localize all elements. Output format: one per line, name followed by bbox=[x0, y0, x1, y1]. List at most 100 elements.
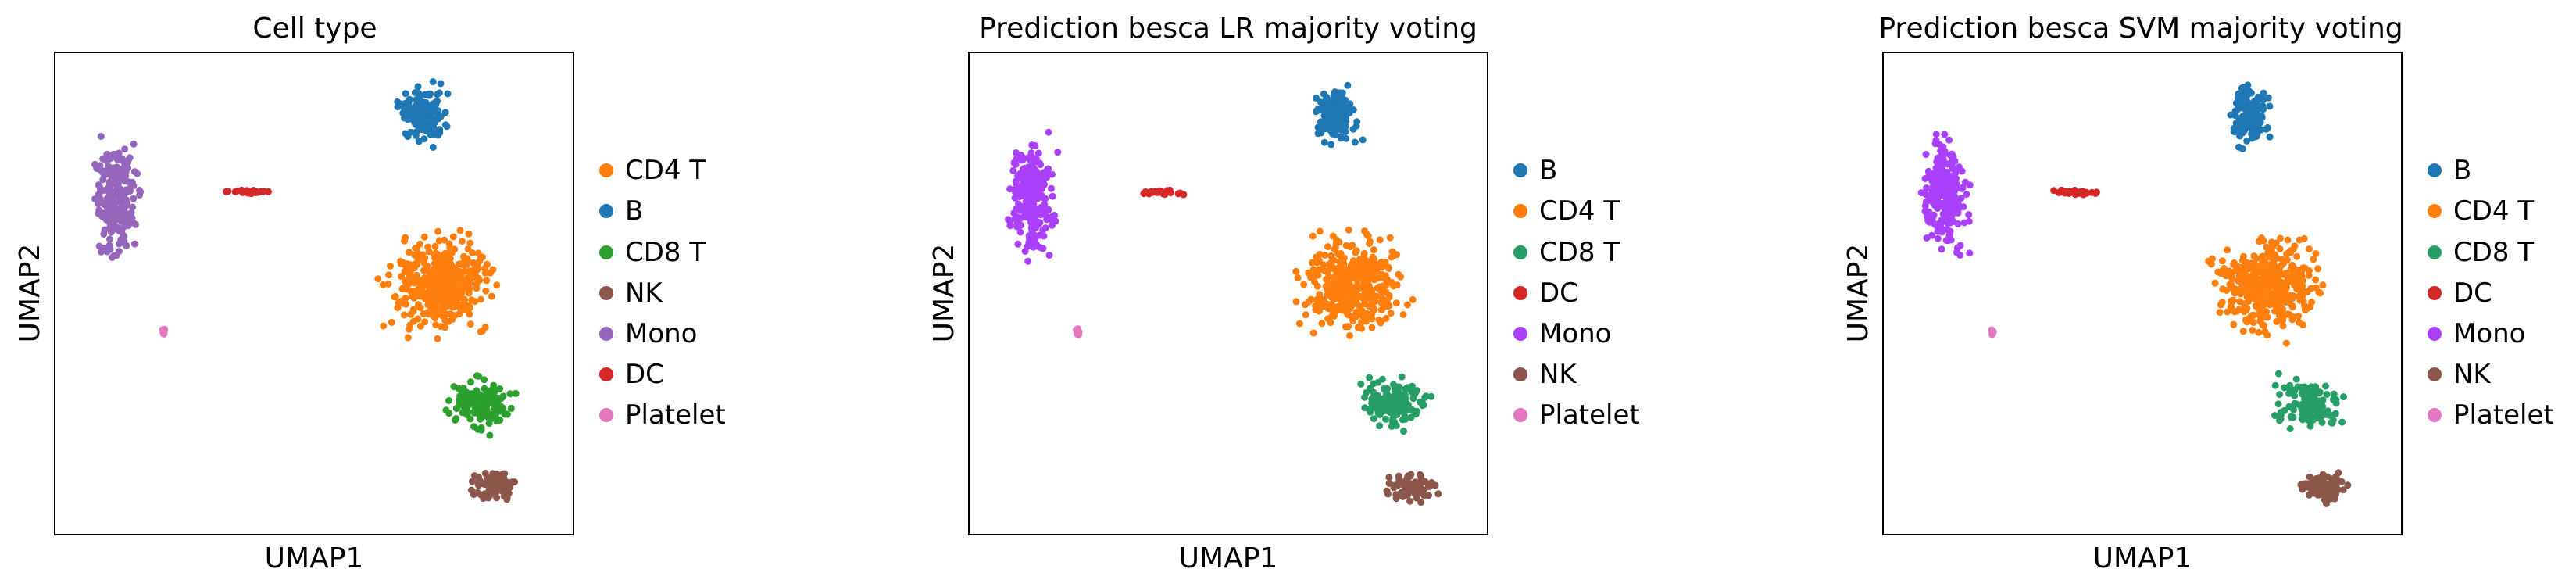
legend-label: DC bbox=[1539, 277, 1578, 309]
legend-entry: CD8 T bbox=[599, 237, 706, 268]
scatter-point-b bbox=[417, 108, 425, 115]
scatter-point-cd4-t bbox=[1292, 267, 1300, 275]
scatter-point-cd8-t bbox=[2286, 425, 2294, 432]
scatter-point-nk bbox=[1413, 485, 1420, 493]
scatter-point-cd4-t bbox=[434, 251, 441, 258]
legend-label: Mono bbox=[2453, 318, 2526, 349]
scatter-point-mono bbox=[1026, 163, 1034, 170]
scatter-point-cd4-t bbox=[388, 318, 395, 326]
scatter-point-cd4-t bbox=[2290, 264, 2298, 272]
scatter-point-mono bbox=[1928, 231, 1936, 239]
scatter-point-cd4-t bbox=[1345, 226, 1352, 234]
scatter-point-mono bbox=[1939, 143, 1947, 151]
scatter-point-cd8-t bbox=[1361, 393, 1368, 401]
scatter-point-cd4-t bbox=[434, 227, 442, 235]
scatter-point-cd8-t bbox=[506, 390, 514, 398]
scatter-point-cd4-t bbox=[2276, 302, 2283, 310]
scatter-point-nk bbox=[1416, 471, 1424, 478]
scatter-point-b bbox=[421, 91, 429, 98]
scatter-point-b bbox=[443, 123, 451, 131]
scatter-point-mono bbox=[129, 203, 137, 211]
scatter-point-cd4-t bbox=[1386, 234, 1394, 242]
scatter-point-cd4-t bbox=[447, 310, 455, 318]
scatter-point-b bbox=[1342, 96, 1349, 104]
scatter-point-mono bbox=[123, 199, 131, 206]
scatter-point-cd4-t bbox=[1329, 286, 1337, 294]
scatter-points bbox=[91, 78, 520, 503]
scatter-point-b bbox=[1352, 122, 1360, 130]
scatter-point-cd4-t bbox=[1332, 294, 1340, 302]
scatter-point-cd4-t bbox=[1341, 306, 1349, 314]
legend-label: B bbox=[2453, 155, 2471, 186]
scatter-point-mono bbox=[137, 188, 145, 195]
scatter-point-nk bbox=[2339, 486, 2347, 494]
scatter-point-cd4-t bbox=[2276, 245, 2284, 252]
scatter-point-mono bbox=[134, 170, 141, 177]
legend-entry: DC bbox=[1513, 277, 1578, 309]
scatter-point-cd4-t bbox=[451, 276, 459, 284]
scatter-point-b bbox=[2242, 88, 2250, 96]
scatter-point-cd4-t bbox=[379, 281, 387, 288]
scatter-point-mono bbox=[112, 190, 120, 198]
scatter-point-cd4-t bbox=[416, 292, 424, 300]
scatter-point-cd4-t bbox=[419, 277, 427, 285]
scatter-point-mono bbox=[1965, 217, 1973, 225]
scatter-point-b bbox=[2254, 123, 2262, 131]
scatter-point-nk bbox=[468, 478, 476, 485]
scatter-point-cd4-t bbox=[2269, 262, 2277, 270]
scatter-point-cd4-t bbox=[450, 303, 458, 311]
scatter-point-mono bbox=[1034, 149, 1042, 157]
scatter-point-cd4-t bbox=[1316, 266, 1323, 274]
scatter-point-dc bbox=[2088, 188, 2095, 196]
scatter-point-cd4-t bbox=[2247, 283, 2255, 291]
scatter-point-cd8-t bbox=[491, 392, 498, 400]
scatter-point-mono bbox=[1020, 180, 1027, 188]
scatter-point-cd4-t bbox=[438, 283, 446, 291]
scatter-point-cd4-t bbox=[2303, 304, 2311, 312]
scatter-point-cd4-t bbox=[402, 285, 410, 293]
scatter-point-cd8-t bbox=[1366, 374, 1374, 381]
scatter-point-b bbox=[1334, 118, 1342, 126]
scatter-point-nk bbox=[2311, 489, 2319, 497]
scatter-point-dc bbox=[2066, 188, 2074, 195]
scatter-point-cd4-t bbox=[1395, 270, 1402, 278]
scatter-point-cd8-t bbox=[481, 376, 488, 384]
scatter-points bbox=[1917, 81, 2352, 507]
legend-marker bbox=[599, 245, 613, 259]
scatter-point-cd4-t bbox=[1324, 243, 1331, 251]
scatter-point-b bbox=[1327, 141, 1335, 149]
panel-cell-type: Cell type UMAP1 UMAP2 CD4 T B CD8 T NK M… bbox=[14, 13, 726, 574]
scatter-point-cd4-t bbox=[445, 296, 452, 304]
scatter-point-mono bbox=[1017, 152, 1025, 159]
scatter-point-cd4-t bbox=[441, 324, 449, 331]
scatter-point-cd4-t bbox=[1352, 308, 1360, 316]
scatter-point-mono bbox=[1959, 184, 1967, 191]
scatter-point-cd8-t bbox=[2340, 393, 2347, 401]
scatter-point-dc bbox=[2076, 188, 2084, 196]
legend-marker bbox=[2428, 204, 2442, 218]
scatter-point-cd4-t bbox=[483, 277, 491, 285]
scatter-point-cd8-t bbox=[2276, 417, 2283, 424]
scatter-point-mono bbox=[120, 238, 128, 245]
scatter-point-cd4-t bbox=[1348, 289, 1356, 297]
scatter-point-cd4-t bbox=[451, 245, 459, 253]
scatter-point-b bbox=[2266, 133, 2274, 141]
scatter-point-mono bbox=[120, 231, 127, 239]
scatter-point-mono bbox=[98, 209, 105, 217]
scatter-point-mono bbox=[1037, 211, 1045, 219]
scatter-point-cd4-t bbox=[1318, 320, 1326, 328]
scatter-point-cd4-t bbox=[488, 292, 495, 300]
scatter-point-nk bbox=[1404, 491, 1412, 499]
scatter-point-b bbox=[2266, 102, 2274, 110]
scatter-point-mono bbox=[1945, 136, 1953, 144]
legend-marker bbox=[2428, 408, 2442, 422]
scatter-point-cd4-t bbox=[402, 234, 409, 242]
scatter-point-cd4-t bbox=[2275, 311, 2283, 319]
scatter-point-cd4-t bbox=[1357, 318, 1365, 326]
scatter-point-cd8-t bbox=[1374, 404, 1382, 411]
scatter-point-mono bbox=[104, 205, 112, 213]
scatter-point-cd4-t bbox=[427, 285, 434, 292]
scatter-point-cd4-t bbox=[1360, 284, 1367, 292]
scatter-point-cd4-t bbox=[2260, 237, 2267, 245]
legend-marker bbox=[599, 367, 613, 381]
